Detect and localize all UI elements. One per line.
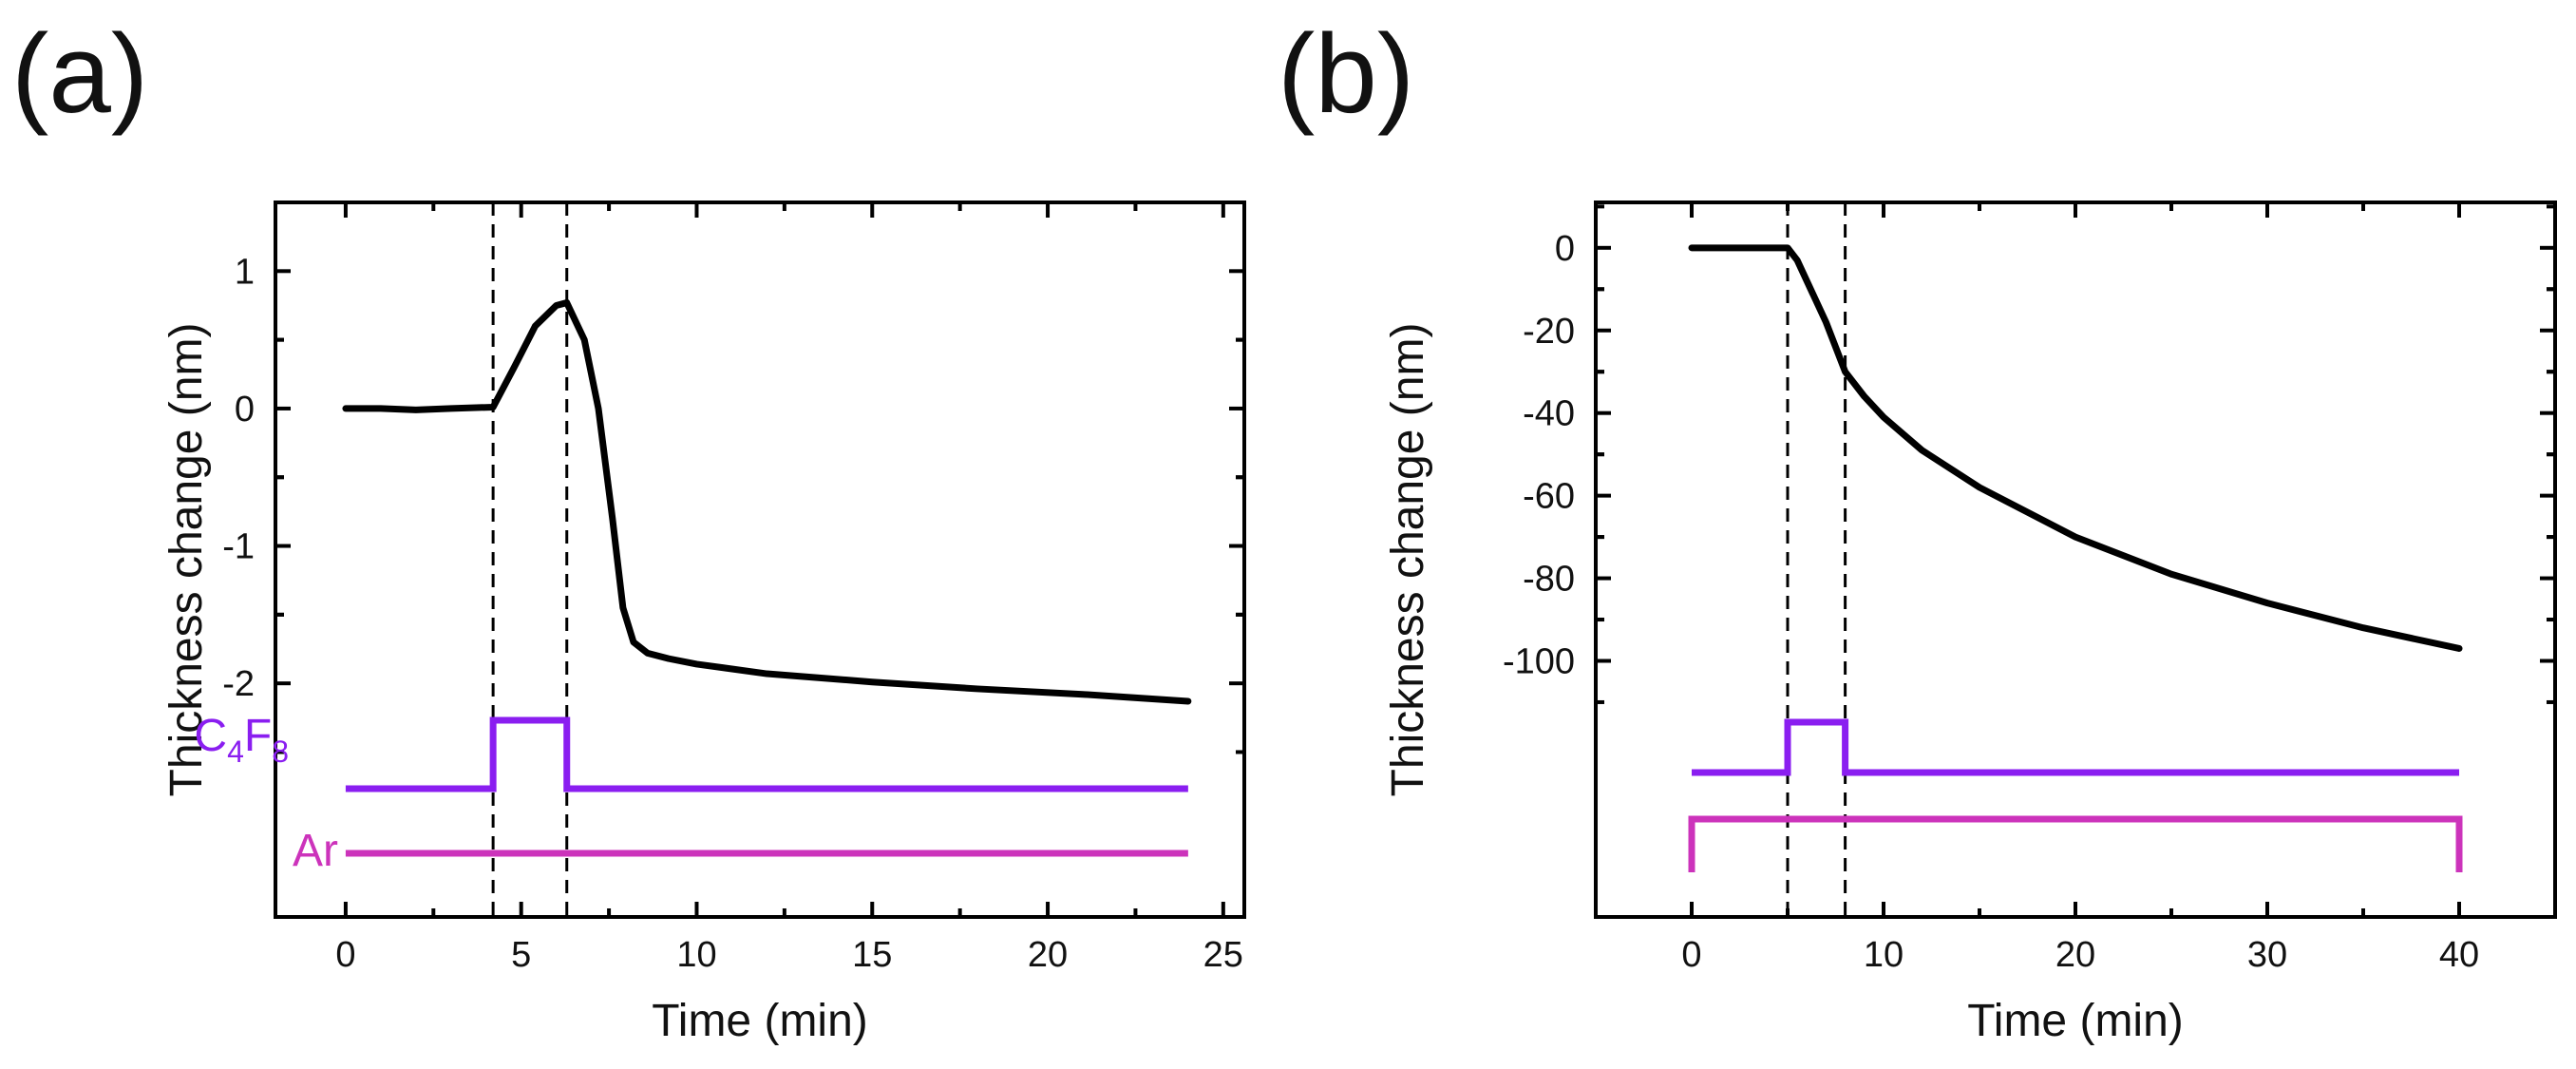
- x-tick-label: 10: [1864, 935, 1904, 975]
- c4f8-label-c: C: [194, 711, 227, 761]
- panel-b-x-axis-label: Time (min): [1967, 996, 2184, 1046]
- panel-a-plot-frame: [274, 200, 1246, 919]
- x-tick-label: 30: [2247, 935, 2287, 975]
- y-tick-label: -100: [1503, 641, 1575, 681]
- thickness-change-series: [342, 299, 1192, 705]
- y-tick-label: -40: [1523, 394, 1575, 434]
- y-tick-label: -1: [222, 527, 255, 567]
- panel-b-label: (b): [1278, 11, 1414, 137]
- c4f8-label-sub-4: 4: [227, 735, 244, 769]
- x-tick-label: 15: [852, 935, 892, 975]
- x-tick-label: 20: [1028, 935, 1068, 975]
- x-tick-label: 20: [2055, 935, 2095, 975]
- y-tick-label: -2: [222, 664, 255, 704]
- panel-a-ar-label: Ar: [293, 826, 338, 876]
- panel-a: (a) 0 5 10 15 20 25 10-1-2 Time (min) Thickne…: [11, 11, 1246, 1046]
- gas-trace-c4f8: [1692, 718, 2459, 776]
- y-tick-label: 0: [1555, 229, 1575, 269]
- panel-a-c4f8-label: C4F8: [194, 711, 289, 769]
- thickness-change-series: [1688, 244, 2463, 652]
- x-tick-label: 10: [676, 935, 716, 975]
- panel-a-label: (a): [11, 11, 148, 137]
- panel-a-x-axis-label: Time (min): [652, 996, 868, 1046]
- x-tick-label: 5: [511, 935, 531, 975]
- y-tick-label: -60: [1523, 477, 1575, 517]
- gas-trace-c4f8: [345, 716, 1188, 792]
- x-tick-label: 25: [1203, 935, 1243, 975]
- c4f8-label-sub-8: 8: [272, 735, 289, 769]
- gas-trace-ar: [1688, 815, 2463, 872]
- y-tick-label: -80: [1523, 560, 1575, 600]
- x-tick-label: 40: [2439, 935, 2479, 975]
- y-tick-label: -20: [1523, 312, 1575, 352]
- c4f8-label-f: F: [244, 711, 272, 761]
- x-tick-label: 0: [335, 935, 355, 975]
- y-tick-label: 0: [235, 390, 255, 430]
- x-tick-label: 0: [1681, 935, 1701, 975]
- panel-b-y-axis-label: Thickness change (nm): [1383, 323, 1433, 797]
- panel-a-y-axis-label: Thickness change (nm): [161, 323, 212, 797]
- panel-b-plot-frame: [1594, 200, 2557, 919]
- panel-b: (b) 0 10 20 30 40 0 -20 -40 -60 -80 -100 Time (mi…: [1278, 11, 2557, 1046]
- y-tick-label: 1: [235, 252, 255, 292]
